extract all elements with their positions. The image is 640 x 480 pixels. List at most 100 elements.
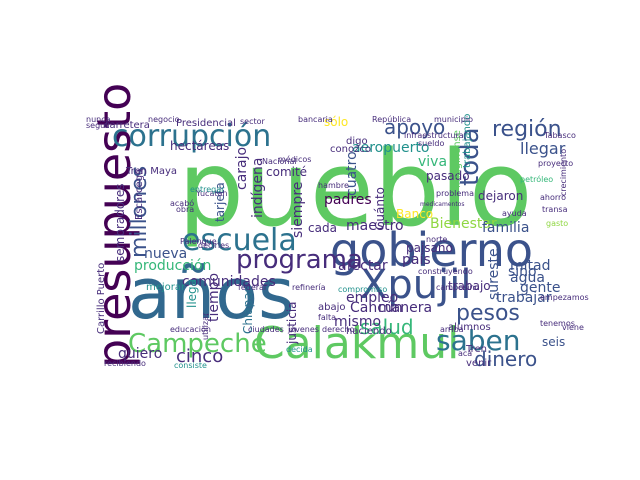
- cloud-word: Calakmul: [254, 318, 459, 369]
- cloud-word: salud: [360, 315, 414, 339]
- cloud-word: Escárcega: [133, 169, 145, 220]
- cloud-word: saben: [436, 324, 521, 357]
- cloud-word: agua: [510, 270, 545, 286]
- cloud-word: viva: [418, 154, 447, 170]
- cloud-word: acá: [458, 349, 472, 358]
- cloud-word: arriba: [440, 325, 464, 334]
- cloud-word: Xpujil: [360, 262, 471, 308]
- cloud-word: mismo: [334, 314, 381, 330]
- cloud-word: Palenque: [180, 237, 217, 246]
- cloud-word: afectar: [338, 258, 388, 274]
- cloud-word: municipio: [434, 115, 473, 124]
- cloud-word: tiempo: [206, 273, 222, 322]
- cloud-word: gasto: [546, 219, 568, 228]
- cloud-word: educación: [170, 324, 211, 334]
- cloud-word: manera: [378, 300, 432, 316]
- cloud-word: haciendo: [346, 326, 392, 337]
- cloud-word: compromiso: [338, 285, 387, 294]
- cloud-word: pueblo: [178, 128, 532, 250]
- cloud-word: imagínense: [451, 130, 463, 188]
- cloud-word: comunidades: [182, 274, 276, 290]
- cloud-word: cada: [308, 221, 337, 235]
- cloud-word: siempre: [290, 182, 306, 238]
- cloud-word: cinco: [176, 346, 223, 367]
- cloud-word: crecimiento: [559, 149, 568, 196]
- cloud-word: médicos: [278, 154, 311, 164]
- cloud-word: seis: [542, 335, 565, 349]
- cloud-word: Tabasco: [543, 131, 576, 140]
- cloud-word: conozco: [330, 144, 371, 155]
- cloud-word: llega: [185, 279, 199, 308]
- cloud-word: sembradores: [113, 184, 127, 263]
- cloud-word: utilizar: [201, 312, 210, 340]
- cloud-word: venir: [466, 358, 492, 369]
- cloud-word: campesino: [436, 283, 480, 292]
- cloud-word: seguir: [86, 121, 111, 130]
- cloud-word: maestro: [346, 218, 404, 234]
- cloud-word: sector: [240, 117, 266, 126]
- cloud-word: ciudades: [248, 325, 284, 334]
- cloud-word: apoyo: [384, 115, 445, 139]
- cloud-word: aeropuerto: [352, 140, 429, 156]
- cloud-word: región: [492, 117, 562, 142]
- cloud-word: años: [128, 253, 295, 335]
- cloud-word: negocio: [148, 115, 180, 124]
- cloud-word: gente: [520, 280, 560, 296]
- cloud-word: problema: [436, 189, 474, 198]
- cloud-word: trabajo: [448, 279, 491, 293]
- cloud-word: hambre: [318, 181, 349, 190]
- cloud-word: ahorro: [540, 193, 566, 202]
- cloud-word: sureste: [486, 248, 502, 300]
- cloud-word: abajo: [318, 302, 346, 313]
- cloud-word: Campeche: [128, 329, 267, 359]
- cloud-word: padres: [324, 192, 372, 208]
- cloud-word: dejaron: [478, 189, 523, 203]
- cloud-word: derecho: [322, 325, 355, 334]
- cloud-word: alumnos: [448, 322, 491, 333]
- cloud-word: transa: [542, 205, 568, 214]
- cloud-word: Carrillo Puerto: [96, 263, 107, 334]
- cloud-word: familia: [482, 220, 529, 236]
- cloud-word: construyendo: [418, 267, 473, 276]
- cloud-word: nueva: [144, 246, 187, 262]
- cloud-word: quiero: [118, 346, 162, 362]
- cloud-word: empleo: [346, 290, 398, 306]
- cloud-word: sino: [508, 264, 537, 280]
- cloud-word: decida: [286, 345, 313, 354]
- cloud-word: Presidencial: [176, 118, 236, 129]
- cloud-word: infraestructura: [404, 131, 464, 140]
- cloud-word: petróleo: [520, 174, 553, 184]
- cloud-word: trabajando: [462, 114, 473, 168]
- cloud-word: llegar: [520, 139, 566, 158]
- cloud-word: Cancún: [350, 300, 403, 316]
- cloud-word: Tren Maya: [125, 166, 177, 177]
- cloud-word: medicamentos: [420, 201, 464, 208]
- cloud-word: norte: [426, 235, 447, 244]
- cloud-word: gobierno: [330, 223, 533, 277]
- cloud-word: Cuánto: [373, 187, 387, 230]
- cloud-word: empezamos: [540, 293, 589, 302]
- cloud-word: programa: [236, 245, 363, 275]
- cloud-word: Banco: [396, 207, 433, 221]
- cloud-word: obra: [176, 205, 194, 214]
- cloud-word: Tren: [465, 344, 487, 355]
- cloud-word: tarjeta: [213, 182, 227, 222]
- cloud-word: carretera: [104, 120, 150, 131]
- cloud-word: toda: [455, 127, 485, 186]
- cloud-word: federal: [238, 283, 266, 292]
- cloud-word: tenemos: [540, 319, 575, 328]
- cloud-word: trabajar: [496, 290, 552, 306]
- cloud-word: pasado: [426, 169, 470, 183]
- cloud-word: Bienestar: [430, 216, 497, 232]
- cloud-word: paisano: [406, 241, 453, 255]
- cloud-word: sólo: [324, 115, 348, 129]
- cloud-word: mitad: [510, 258, 550, 274]
- cloud-word: corrupción: [112, 119, 271, 154]
- cloud-word: indígena: [250, 158, 266, 219]
- cloud-word: nunca: [86, 115, 111, 124]
- cloud-word: consiste: [174, 361, 207, 370]
- cloud-word: millones: [127, 166, 152, 258]
- cloud-word: presupuesto: [87, 83, 141, 368]
- cloud-word: hectáreas: [170, 139, 229, 153]
